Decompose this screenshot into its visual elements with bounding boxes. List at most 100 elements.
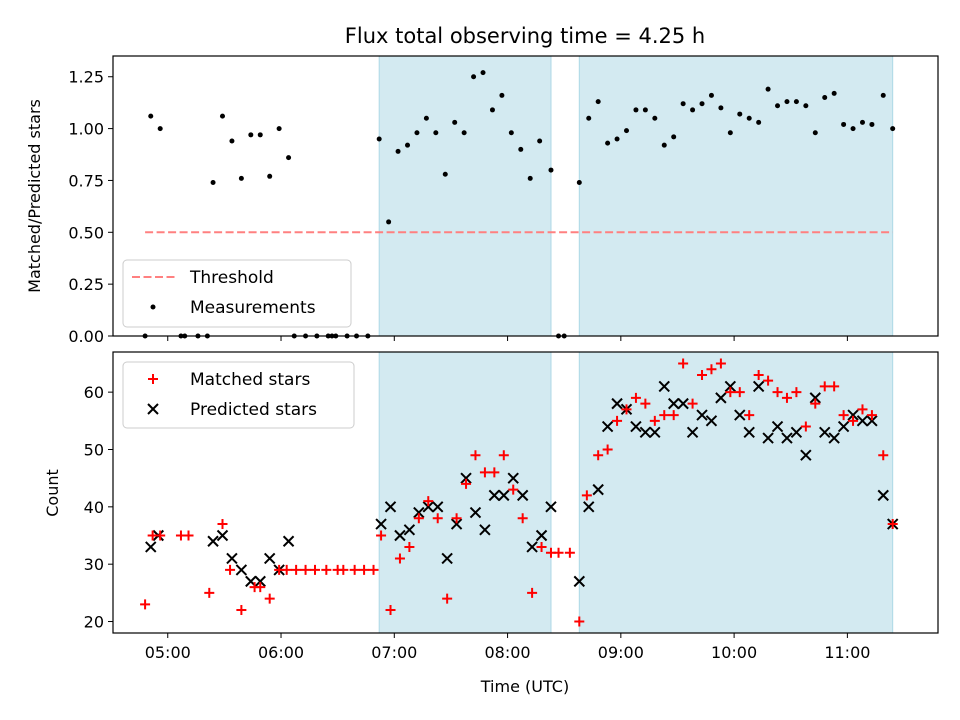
measurement-point bbox=[537, 138, 543, 144]
measurement-point bbox=[652, 115, 658, 121]
predicted-star-marker bbox=[705, 415, 718, 427]
matched-star-marker bbox=[697, 369, 708, 380]
predicted-star-marker bbox=[282, 535, 295, 547]
measurement-point bbox=[248, 132, 254, 138]
matched-star-marker bbox=[338, 564, 349, 575]
matched-star-marker bbox=[376, 530, 387, 541]
predicted-star-marker bbox=[877, 489, 889, 502]
predicted-star-marker bbox=[866, 415, 878, 427]
bottom-y-axis-label: Count bbox=[43, 469, 62, 517]
matched-star-marker bbox=[829, 381, 840, 392]
matched-star-marker bbox=[321, 564, 332, 575]
measurement-point bbox=[395, 148, 401, 154]
bottom-plot-frame bbox=[112, 351, 939, 634]
predicted-star-marker bbox=[677, 397, 689, 410]
predicted-star-marker bbox=[715, 392, 727, 404]
matched-star-marker bbox=[553, 547, 564, 558]
measurement-point bbox=[257, 132, 263, 138]
matched-star-marker bbox=[734, 387, 745, 398]
measurement-point bbox=[576, 180, 582, 186]
measurement-point bbox=[452, 119, 458, 125]
predicted-star-marker bbox=[762, 432, 774, 444]
measurement-point bbox=[708, 92, 714, 98]
matched-star-marker bbox=[183, 530, 194, 541]
measurement-point bbox=[276, 126, 282, 132]
matched-star-marker bbox=[857, 404, 868, 415]
predicted-star-marker bbox=[479, 524, 491, 536]
measurement-point bbox=[595, 99, 601, 105]
shaded-interval-2 bbox=[578, 351, 894, 634]
measurement-point bbox=[527, 175, 533, 181]
predicted-star-marker bbox=[583, 501, 595, 513]
matched-star-marker bbox=[536, 541, 547, 552]
legend-predicted-label: Predicted stars bbox=[190, 400, 317, 420]
predicted-star-marker bbox=[790, 426, 803, 438]
matched-star-marker bbox=[630, 392, 641, 403]
measurement-point bbox=[859, 119, 865, 125]
matched-star-marker bbox=[887, 519, 898, 530]
predicted-star-marker bbox=[734, 409, 746, 421]
legend-plus-marker bbox=[148, 374, 158, 384]
matched-star-marker bbox=[744, 410, 755, 421]
measurement-point bbox=[822, 94, 828, 100]
bottom-legend-box bbox=[122, 361, 355, 429]
predicted-star-marker bbox=[592, 483, 604, 496]
matched-star-marker bbox=[602, 444, 613, 455]
legend-measurements-swatch bbox=[150, 304, 156, 310]
matched-star-marker bbox=[461, 478, 472, 489]
measurement-point bbox=[586, 115, 592, 121]
matched-star-marker bbox=[772, 387, 783, 398]
measurement-point bbox=[775, 103, 781, 109]
measurement-point bbox=[869, 121, 875, 127]
predicted-star-marker bbox=[658, 380, 670, 393]
top-shaded-regions bbox=[378, 55, 894, 337]
y-tick-label: 1.25 bbox=[68, 68, 104, 87]
measurement-point bbox=[890, 126, 896, 132]
predicted-star-marker bbox=[535, 529, 548, 542]
legend-threshold-label: Threshold bbox=[189, 268, 274, 288]
measurement-point bbox=[642, 107, 648, 113]
matched-star-marker bbox=[581, 490, 592, 501]
matched-star-marker bbox=[225, 564, 236, 575]
predicted-star-marker bbox=[422, 501, 434, 513]
predicted-star-marker bbox=[828, 432, 840, 444]
matched-star-marker bbox=[564, 547, 575, 558]
predicted-star-marker bbox=[450, 518, 463, 530]
predicted-star-marker bbox=[403, 524, 416, 536]
predicted-star-marker bbox=[460, 472, 472, 484]
predicted-star-marker bbox=[771, 420, 784, 433]
measurement-point bbox=[633, 107, 639, 113]
matched-star-marker bbox=[423, 496, 434, 507]
matched-star-marker bbox=[489, 467, 500, 478]
x-tick-label: 07:00 bbox=[371, 643, 417, 662]
predicted-star-marker bbox=[781, 432, 793, 444]
matched-star-marker bbox=[394, 553, 405, 564]
measurement-point bbox=[267, 173, 273, 179]
matched-star-marker bbox=[508, 484, 519, 495]
matched-star-marker bbox=[527, 587, 538, 598]
y-tick-label: 50 bbox=[84, 440, 104, 459]
measurement-point bbox=[219, 113, 225, 119]
x-tick-label: 08:00 bbox=[485, 643, 531, 662]
matched-star-marker bbox=[236, 605, 247, 616]
legend-measurements-label: Measurements bbox=[190, 298, 316, 318]
measurement-point bbox=[756, 119, 762, 125]
predicted-star-marker bbox=[226, 552, 238, 565]
measurement-point bbox=[727, 130, 733, 136]
predicted-star-marker bbox=[611, 397, 623, 410]
measurement-point bbox=[148, 113, 154, 119]
predicted-star-marker bbox=[432, 501, 444, 513]
measurement-point bbox=[793, 99, 799, 105]
x-tick-label: 05:00 bbox=[145, 643, 191, 662]
matched-star-marker bbox=[300, 564, 311, 575]
x-axis-label: Time (UTC) bbox=[480, 677, 569, 696]
predicted-star-marker bbox=[601, 420, 614, 433]
matched-star-marker bbox=[878, 450, 889, 461]
y-tick-label: 0.50 bbox=[68, 223, 104, 242]
y-tick-label: 0.25 bbox=[68, 275, 104, 294]
matched-star-marker bbox=[838, 410, 849, 421]
measurement-point bbox=[489, 107, 495, 113]
measurement-point bbox=[831, 90, 837, 96]
matched-star-marker bbox=[413, 513, 424, 524]
matched-star-marker bbox=[140, 599, 151, 610]
